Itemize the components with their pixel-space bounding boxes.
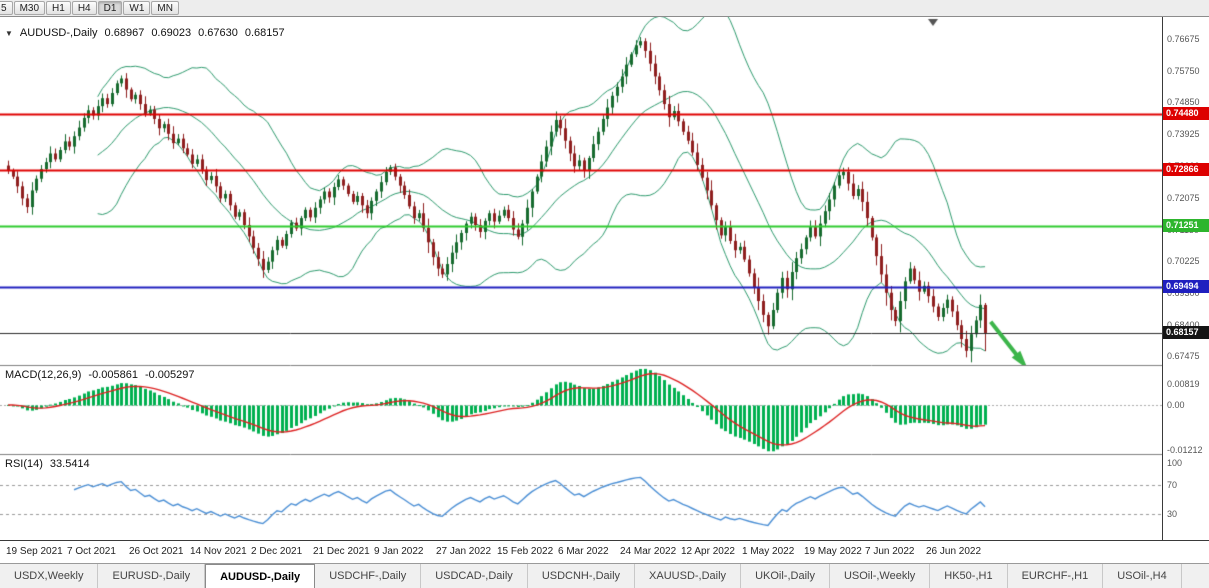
date-label: 26 Oct 2021 — [129, 546, 184, 557]
macd-axis-label: -0.01212 — [1167, 445, 1203, 455]
timeframe-button-d1[interactable]: D1 — [97, 1, 123, 15]
macd-axis-label: 0.00819 — [1167, 379, 1200, 389]
date-label: 9 Jan 2022 — [374, 546, 424, 557]
price-tag: 0.68157 — [1163, 326, 1209, 339]
ohlc-low: 0.67630 — [198, 27, 238, 39]
timeframe-button-h4[interactable]: H4 — [71, 1, 97, 15]
price-tag: 0.74480 — [1163, 107, 1209, 120]
tab-eurchf-h1[interactable]: EURCHF-,H1 — [1007, 564, 1104, 588]
chart-tabs-bar: USDX,Weekly EURUSD-,Daily AUDUSD-,Daily USD… — [0, 564, 1209, 588]
rsi-axis-label: 30 — [1167, 509, 1178, 519]
rsi-header: RSI(14) 33.5414 — [5, 458, 90, 470]
price-tag: 0.69494 — [1163, 280, 1209, 293]
price-axis-label: 0.69300 — [1167, 288, 1200, 298]
ohlc-open: 0.68967 — [104, 27, 145, 39]
date-label: 6 Mar 2022 — [558, 546, 609, 557]
date-label: 7 Jun 2022 — [865, 546, 915, 557]
ohlc-dropdown-icon: ▼ — [5, 28, 13, 38]
price-axis-label: 0.70225 — [1167, 256, 1200, 266]
rsi-value: 33.5414 — [49, 458, 90, 470]
timeframe-button-w1[interactable]: W1 — [123, 1, 151, 15]
tab-eurusd-daily[interactable]: EURUSD-,Daily — [98, 564, 206, 588]
date-label: 27 Jan 2022 — [436, 546, 492, 557]
macd-signal-value: -0.005297 — [144, 369, 195, 381]
date-label: 19 May 2022 — [804, 546, 862, 557]
date-label: 12 Apr 2022 — [681, 546, 735, 557]
timeframe-button-5[interactable]: 5 — [0, 1, 13, 15]
date-label: 2 Dec 2021 — [251, 546, 303, 557]
price-axis-label: 0.72075 — [1167, 193, 1200, 203]
date-label: 7 Oct 2021 — [67, 546, 116, 557]
price-tag: 0.72866 — [1163, 163, 1209, 176]
tab-hk50-h1[interactable]: HK50-,H1 — [930, 564, 1008, 588]
rsi-axis-label: 70 — [1167, 480, 1178, 490]
price-axis-label: 0.75750 — [1167, 66, 1200, 76]
chart-canvas[interactable] — [0, 17, 1162, 540]
symbol-title: AUDUSD-,Daily — [19, 27, 98, 39]
rsi-label: RSI(14) — [5, 458, 43, 470]
tab-usdcad-daily[interactable]: USDCAD-,Daily — [421, 564, 528, 588]
price-axis-label: 0.67475 — [1167, 351, 1200, 361]
ohlc-close: 0.68157 — [244, 27, 285, 39]
price-axis: 0.766750.757500.748500.739250.730000.720… — [1162, 17, 1209, 540]
tab-usdx-weekly[interactable]: USDX,Weekly — [0, 564, 99, 588]
date-label: 1 May 2022 — [742, 546, 795, 557]
price-axis-label: 0.74850 — [1167, 97, 1200, 107]
tab-xauusd-daily[interactable]: XAUUSD-,Daily — [635, 564, 742, 588]
date-label: 14 Nov 2021 — [190, 546, 247, 557]
date-label: 26 Jun 2022 — [926, 546, 982, 557]
chart-region: ▼ AUDUSD-,Daily 0.68967 0.69023 0.67630 … — [0, 17, 1209, 540]
price-axis-label: 0.76675 — [1167, 34, 1200, 44]
macd-label: MACD(12,26,9) — [5, 369, 82, 381]
tab-ukoil-daily[interactable]: UKOil-,Daily — [741, 564, 830, 588]
tab-usoil-weekly[interactable]: USOil-,Weekly — [829, 564, 931, 588]
time-axis: 19 Sep 2021 7 Oct 2021 26 Oct 2021 14 Nov 2… — [0, 540, 1209, 564]
date-label: 21 Dec 2021 — [313, 546, 370, 557]
date-label: 15 Feb 2022 — [497, 546, 554, 557]
timeframe-button-m30[interactable]: M30 — [13, 1, 46, 15]
tab-usdcnh-daily[interactable]: USDCNH-,Daily — [527, 564, 636, 588]
price-tag: 0.71251 — [1163, 219, 1209, 232]
ohlc-high: 0.69023 — [151, 27, 192, 39]
chart-ohlc-header: ▼ AUDUSD-,Daily 0.68967 0.69023 0.67630 … — [5, 27, 285, 39]
tab-audusd-daily[interactable]: AUDUSD-,Daily — [205, 564, 316, 588]
price-axis-label: 0.68400 — [1167, 320, 1200, 330]
price-axis-label: 0.73925 — [1167, 129, 1200, 139]
date-label: 24 Mar 2022 — [620, 546, 677, 557]
tab-usdchf-daily[interactable]: USDCHF-,Daily — [315, 564, 422, 588]
date-label: 19 Sep 2021 — [6, 546, 63, 557]
timeframe-toolbar: 5 M30 H1 H4 D1 W1 MN — [0, 0, 1209, 17]
tab-usoil-h4[interactable]: USOil-,H4 — [1103, 564, 1182, 588]
timeframe-button-mn[interactable]: MN — [151, 1, 179, 15]
rsi-axis-label: 100 — [1167, 458, 1183, 468]
macd-main-value: -0.005861 — [88, 369, 138, 381]
macd-header: MACD(12,26,9) -0.005861 -0.005297 — [5, 369, 195, 381]
macd-axis-label: 0.00 — [1167, 400, 1185, 410]
timeframe-button-h1[interactable]: H1 — [46, 1, 71, 15]
